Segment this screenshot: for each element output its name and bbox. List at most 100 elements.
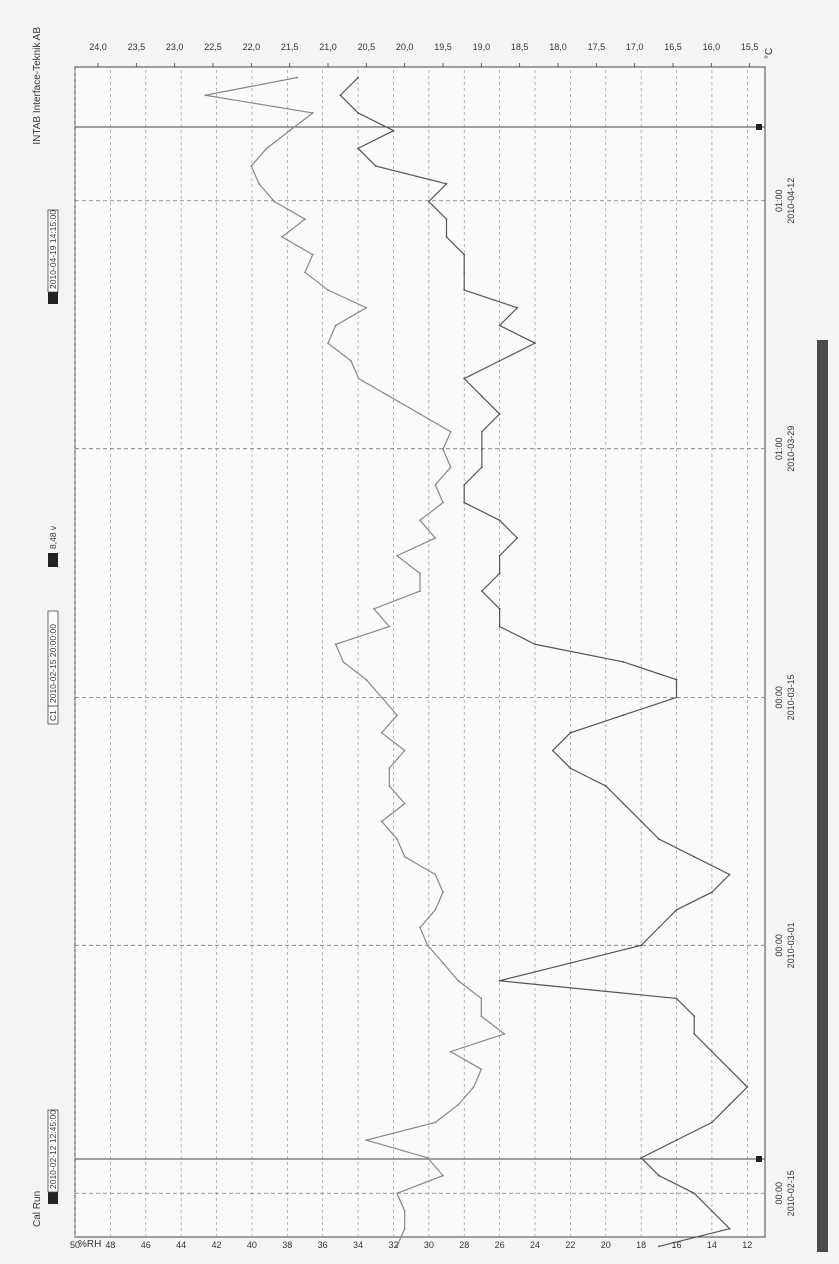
series-point bbox=[434, 1121, 437, 1124]
cursor-start-control[interactable]: 2010-02-12 12:45:00 bbox=[47, 1109, 59, 1204]
x-tick-date: 2010-04-12 bbox=[786, 178, 796, 224]
series-point bbox=[273, 200, 276, 203]
arrow-left-icon bbox=[48, 1192, 58, 1204]
series-point bbox=[516, 537, 519, 539]
right-tick-label: 18,5 bbox=[511, 42, 529, 52]
series-point bbox=[374, 165, 377, 167]
series-point bbox=[481, 448, 483, 451]
cursor-reading-control[interactable]: 8,48 v bbox=[48, 525, 58, 567]
left-tick-label: 28 bbox=[459, 1240, 469, 1250]
series-point bbox=[711, 891, 713, 894]
series-point bbox=[728, 1227, 731, 1230]
right-tick-label: 24,0 bbox=[89, 42, 107, 52]
cursor-c1-control[interactable]: C1 2010-02-15 20:00:00 bbox=[47, 610, 59, 725]
arrow-right-icon bbox=[48, 292, 58, 304]
right-axis-ticks: 24,0 23,5 23,0 22,5 22,0 21,5 21,0 20,5 20,0 19,5… bbox=[89, 42, 758, 67]
series-point bbox=[357, 147, 359, 150]
series-point bbox=[403, 802, 406, 805]
x-tick-time: 01:00 bbox=[774, 437, 784, 460]
series-point bbox=[434, 537, 437, 539]
series-point bbox=[365, 1139, 368, 1142]
series-point bbox=[327, 289, 329, 291]
series-point bbox=[311, 112, 314, 114]
series-point bbox=[419, 519, 421, 522]
cursor-end-control[interactable]: 2010-04-19 14:15:00 bbox=[47, 209, 59, 304]
series-point bbox=[503, 1032, 506, 1035]
series-point bbox=[640, 944, 643, 947]
right-tick-label: 23,5 bbox=[128, 42, 146, 52]
series-point bbox=[403, 749, 406, 752]
cursor-marker-start[interactable] bbox=[756, 1156, 762, 1162]
series-point bbox=[304, 218, 306, 221]
left-tick-label: 40 bbox=[247, 1240, 257, 1250]
series-point bbox=[449, 1050, 452, 1053]
cursor-time-value: 2010-02-15 20:00:00 bbox=[48, 624, 58, 703]
right-tick-label: 21,0 bbox=[319, 42, 337, 52]
series-point bbox=[463, 483, 466, 486]
series-point bbox=[426, 944, 429, 947]
series-point bbox=[380, 696, 383, 699]
series-point bbox=[396, 838, 398, 840]
series-point bbox=[339, 94, 342, 97]
series-point bbox=[457, 1103, 460, 1106]
series-point bbox=[281, 236, 283, 238]
series-point bbox=[463, 377, 466, 380]
series-point bbox=[380, 731, 383, 734]
series-point bbox=[403, 1227, 406, 1230]
series-point bbox=[711, 1121, 713, 1124]
series-point bbox=[480, 1068, 483, 1071]
right-tick-label: 19,0 bbox=[473, 42, 491, 52]
series-point bbox=[419, 590, 421, 593]
series-point bbox=[396, 1245, 398, 1248]
right-tick-label: 17,5 bbox=[588, 42, 606, 52]
series-point bbox=[481, 466, 483, 469]
left-tick-label: 48 bbox=[105, 1240, 115, 1250]
series-point bbox=[365, 678, 368, 681]
left-axis-ticks: 50 48 46 44 42 40 38 36 34 32 30 28 26 24 22 20 18 16 14 12 bbox=[70, 1240, 752, 1250]
series-point bbox=[388, 767, 391, 770]
right-tick-label: 17,0 bbox=[626, 42, 644, 52]
series-point bbox=[449, 466, 452, 469]
left-tick-label: 20 bbox=[601, 1240, 611, 1250]
plot-area bbox=[74, 66, 766, 1238]
right-tick-label: 22,5 bbox=[204, 42, 222, 52]
series-point bbox=[434, 483, 437, 486]
series-point bbox=[304, 271, 306, 274]
left-tick-label: 26 bbox=[495, 1240, 505, 1250]
brand-label: INTAB Interface-Teknik AB bbox=[32, 27, 43, 145]
series-point bbox=[403, 855, 406, 858]
cursor-start-value: 2010-02-12 12:45:00 bbox=[48, 1110, 58, 1189]
x-tick-time: 00:00 bbox=[774, 686, 784, 709]
left-tick-label: 50 bbox=[70, 1240, 80, 1250]
series-point bbox=[396, 554, 398, 557]
series-point bbox=[380, 820, 383, 823]
series-point bbox=[258, 182, 260, 185]
side-scrollbar[interactable] bbox=[817, 340, 828, 1252]
right-tick-label: 19,5 bbox=[434, 42, 452, 52]
series-point bbox=[442, 962, 444, 964]
left-tick-label: 12 bbox=[742, 1240, 752, 1250]
series-point bbox=[445, 182, 448, 185]
series-point bbox=[569, 731, 572, 734]
series-point bbox=[481, 395, 483, 398]
left-tick-label: 42 bbox=[212, 1240, 222, 1250]
right-tick-label: 23,0 bbox=[166, 42, 184, 52]
left-tick-label: 24 bbox=[530, 1240, 540, 1250]
cursor-marker-end[interactable] bbox=[756, 124, 762, 130]
series-point bbox=[396, 714, 398, 716]
series-point bbox=[569, 962, 572, 964]
series-point bbox=[534, 342, 536, 345]
run-name-label: Cal Run bbox=[32, 1191, 43, 1227]
series-point bbox=[434, 873, 437, 876]
series-point bbox=[365, 306, 368, 309]
left-tick-label: 14 bbox=[707, 1240, 717, 1250]
series-layer bbox=[204, 76, 749, 1248]
series-point bbox=[445, 218, 448, 221]
series-point bbox=[604, 785, 607, 787]
series-point bbox=[357, 76, 359, 79]
series-point bbox=[675, 997, 678, 1000]
series-point bbox=[675, 696, 678, 699]
series-point bbox=[350, 359, 352, 362]
